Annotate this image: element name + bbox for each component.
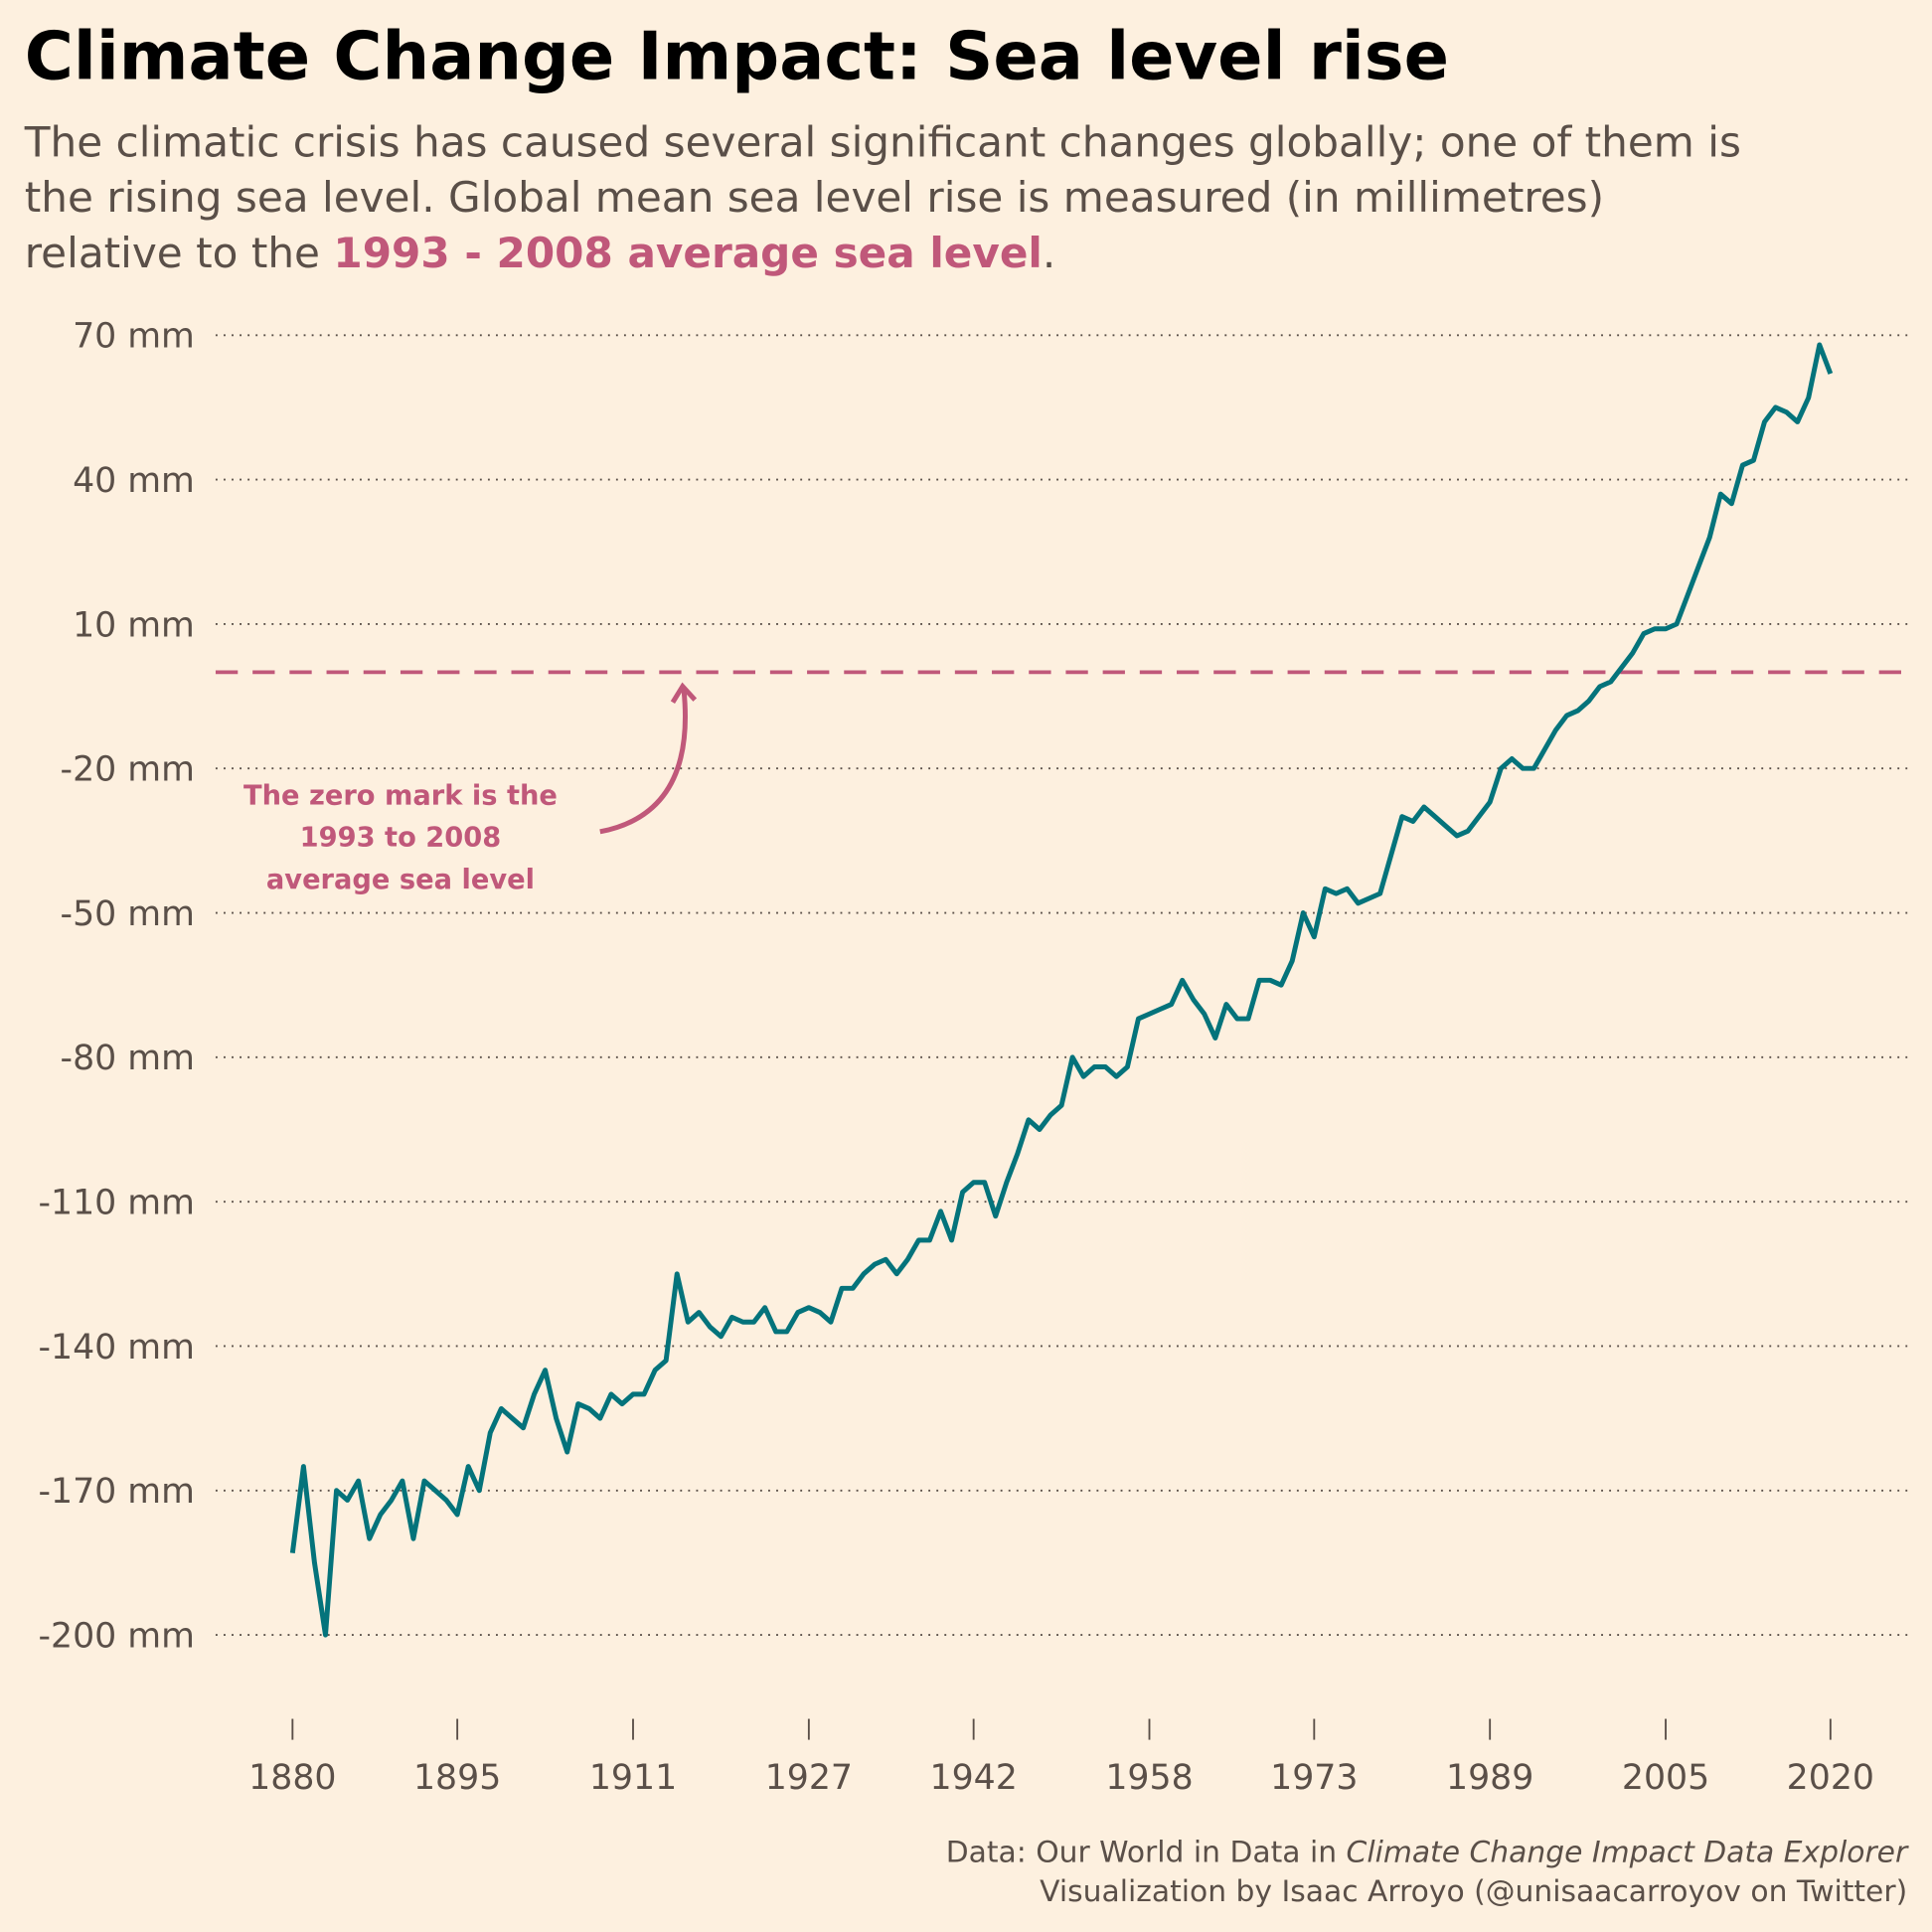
annotation-arrowhead — [670, 682, 698, 704]
y-tick-label: -80 mm — [61, 1039, 195, 1078]
series-line — [289, 342, 1834, 1638]
subtitle-end: . — [1043, 229, 1055, 277]
y-tick-label: -200 mm — [38, 1616, 194, 1656]
y-tick-label: -50 mm — [61, 894, 195, 934]
caption-text: Data: Our World in Data in — [946, 1835, 1347, 1869]
annotation-line: 1993 to 2008 — [300, 823, 502, 854]
y-tick-label: -110 mm — [38, 1184, 194, 1223]
x-tick-label: 1895 — [413, 1758, 501, 1798]
caption-line: Visualization by Isaac Arroyo (@unisaaca… — [1040, 1874, 1907, 1909]
annotation-line: The zero mark is the — [243, 781, 558, 812]
subtitle-line: The climatic crisis has caused several s… — [24, 117, 1741, 166]
chart-title: Climate Change Impact: Sea level rise — [25, 17, 1449, 94]
caption-italic: Climate Change Impact Data Explorer — [1347, 1835, 1909, 1869]
y-tick-label: -20 mm — [61, 750, 195, 790]
caption-line: Data: Our World in Data in Climate Chang… — [946, 1835, 1909, 1869]
x-tick-label: 1973 — [1270, 1758, 1358, 1798]
y-tick-label: -140 mm — [38, 1328, 194, 1368]
subtitle-line: relative to the 1993 - 2008 average sea … — [25, 229, 1056, 277]
x-tick-label: 2020 — [1787, 1758, 1874, 1798]
subtitle-line: the rising sea level. Global mean sea le… — [25, 173, 1604, 222]
annotation-line: average sea level — [266, 865, 535, 895]
x-tick-label: 1911 — [589, 1758, 677, 1798]
x-tick-label: 1989 — [1446, 1758, 1533, 1798]
x-tick-label: 1880 — [248, 1758, 336, 1798]
x-tick-label: 1942 — [929, 1758, 1017, 1798]
caption: Data: Our World in Data in Climate Chang… — [946, 1835, 1909, 1909]
subtitle-text: relative to the — [25, 229, 334, 277]
annotation-arrow — [599, 690, 688, 835]
y-tick-label: 40 mm — [73, 461, 195, 501]
y-tick-label: 10 mm — [73, 605, 195, 645]
annotation: The zero mark is the 1993 to 2008 averag… — [243, 781, 558, 895]
x-tick-label: 2005 — [1622, 1758, 1709, 1798]
x-tick-label: 1958 — [1105, 1758, 1193, 1798]
subtitle: The climatic crisis has caused several s… — [24, 117, 1741, 277]
x-tick-label: 1927 — [765, 1758, 853, 1798]
subtitle-highlight: 1993 - 2008 average sea level — [333, 229, 1043, 277]
y-tick-label: -170 mm — [38, 1472, 194, 1512]
y-tick-label: 70 mm — [73, 317, 195, 357]
plot-area: 70 mm 40 mm 10 mm -20 mm -50 mm -80 mm -110 mm… — [38, 317, 1908, 1798]
